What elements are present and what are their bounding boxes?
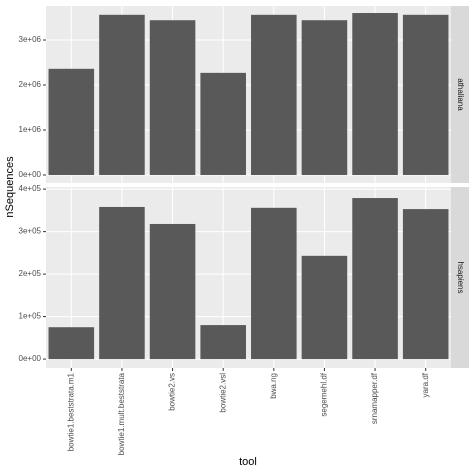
y-axis-title: nSequences xyxy=(4,156,16,218)
x-tick-label: segemehl.df xyxy=(320,372,329,416)
bar xyxy=(352,13,398,175)
y-tick-label: 2e+06 xyxy=(19,80,42,89)
y-tick-label: 0e+00 xyxy=(19,170,42,179)
bar xyxy=(99,14,145,175)
bar xyxy=(301,20,348,175)
x-tick-label: bowtie1.beststrata.m1 xyxy=(66,372,75,451)
strip-label: athaliana xyxy=(456,78,465,111)
strip xyxy=(451,187,469,368)
bar xyxy=(251,14,297,175)
bar xyxy=(200,72,246,175)
strip-label: hsapiens xyxy=(456,261,465,293)
x-tick-label: bowtie2.vsl xyxy=(218,373,227,413)
x-axis-title: tool xyxy=(239,456,257,468)
bar xyxy=(48,68,95,175)
bar xyxy=(149,223,196,360)
bar xyxy=(301,255,348,360)
x-tick-label: bowtie2.vs xyxy=(168,373,177,411)
y-tick-label: 2e+05 xyxy=(19,269,42,278)
x-tick-label: bwa.ng xyxy=(269,373,278,399)
bar xyxy=(99,206,145,360)
strip xyxy=(451,6,469,183)
y-tick-label: 3e+06 xyxy=(19,35,42,44)
y-tick-label: 3e+05 xyxy=(19,227,42,236)
y-tick-label: 4e+05 xyxy=(19,184,42,193)
bar xyxy=(402,209,449,360)
bar xyxy=(48,327,95,360)
bar xyxy=(352,198,398,360)
x-tick-label: bowtie1.mult.beststrata xyxy=(117,372,126,455)
bar xyxy=(149,20,196,175)
y-tick-label: 1e+06 xyxy=(19,125,42,134)
y-tick-label: 1e+05 xyxy=(19,312,42,321)
bar xyxy=(251,207,297,360)
x-tick-label: yara.df xyxy=(421,372,430,397)
x-tick-label: srnamapper.df xyxy=(370,372,379,424)
y-tick-label: 0e+00 xyxy=(19,354,42,363)
bar xyxy=(200,325,246,360)
bar xyxy=(402,14,449,175)
